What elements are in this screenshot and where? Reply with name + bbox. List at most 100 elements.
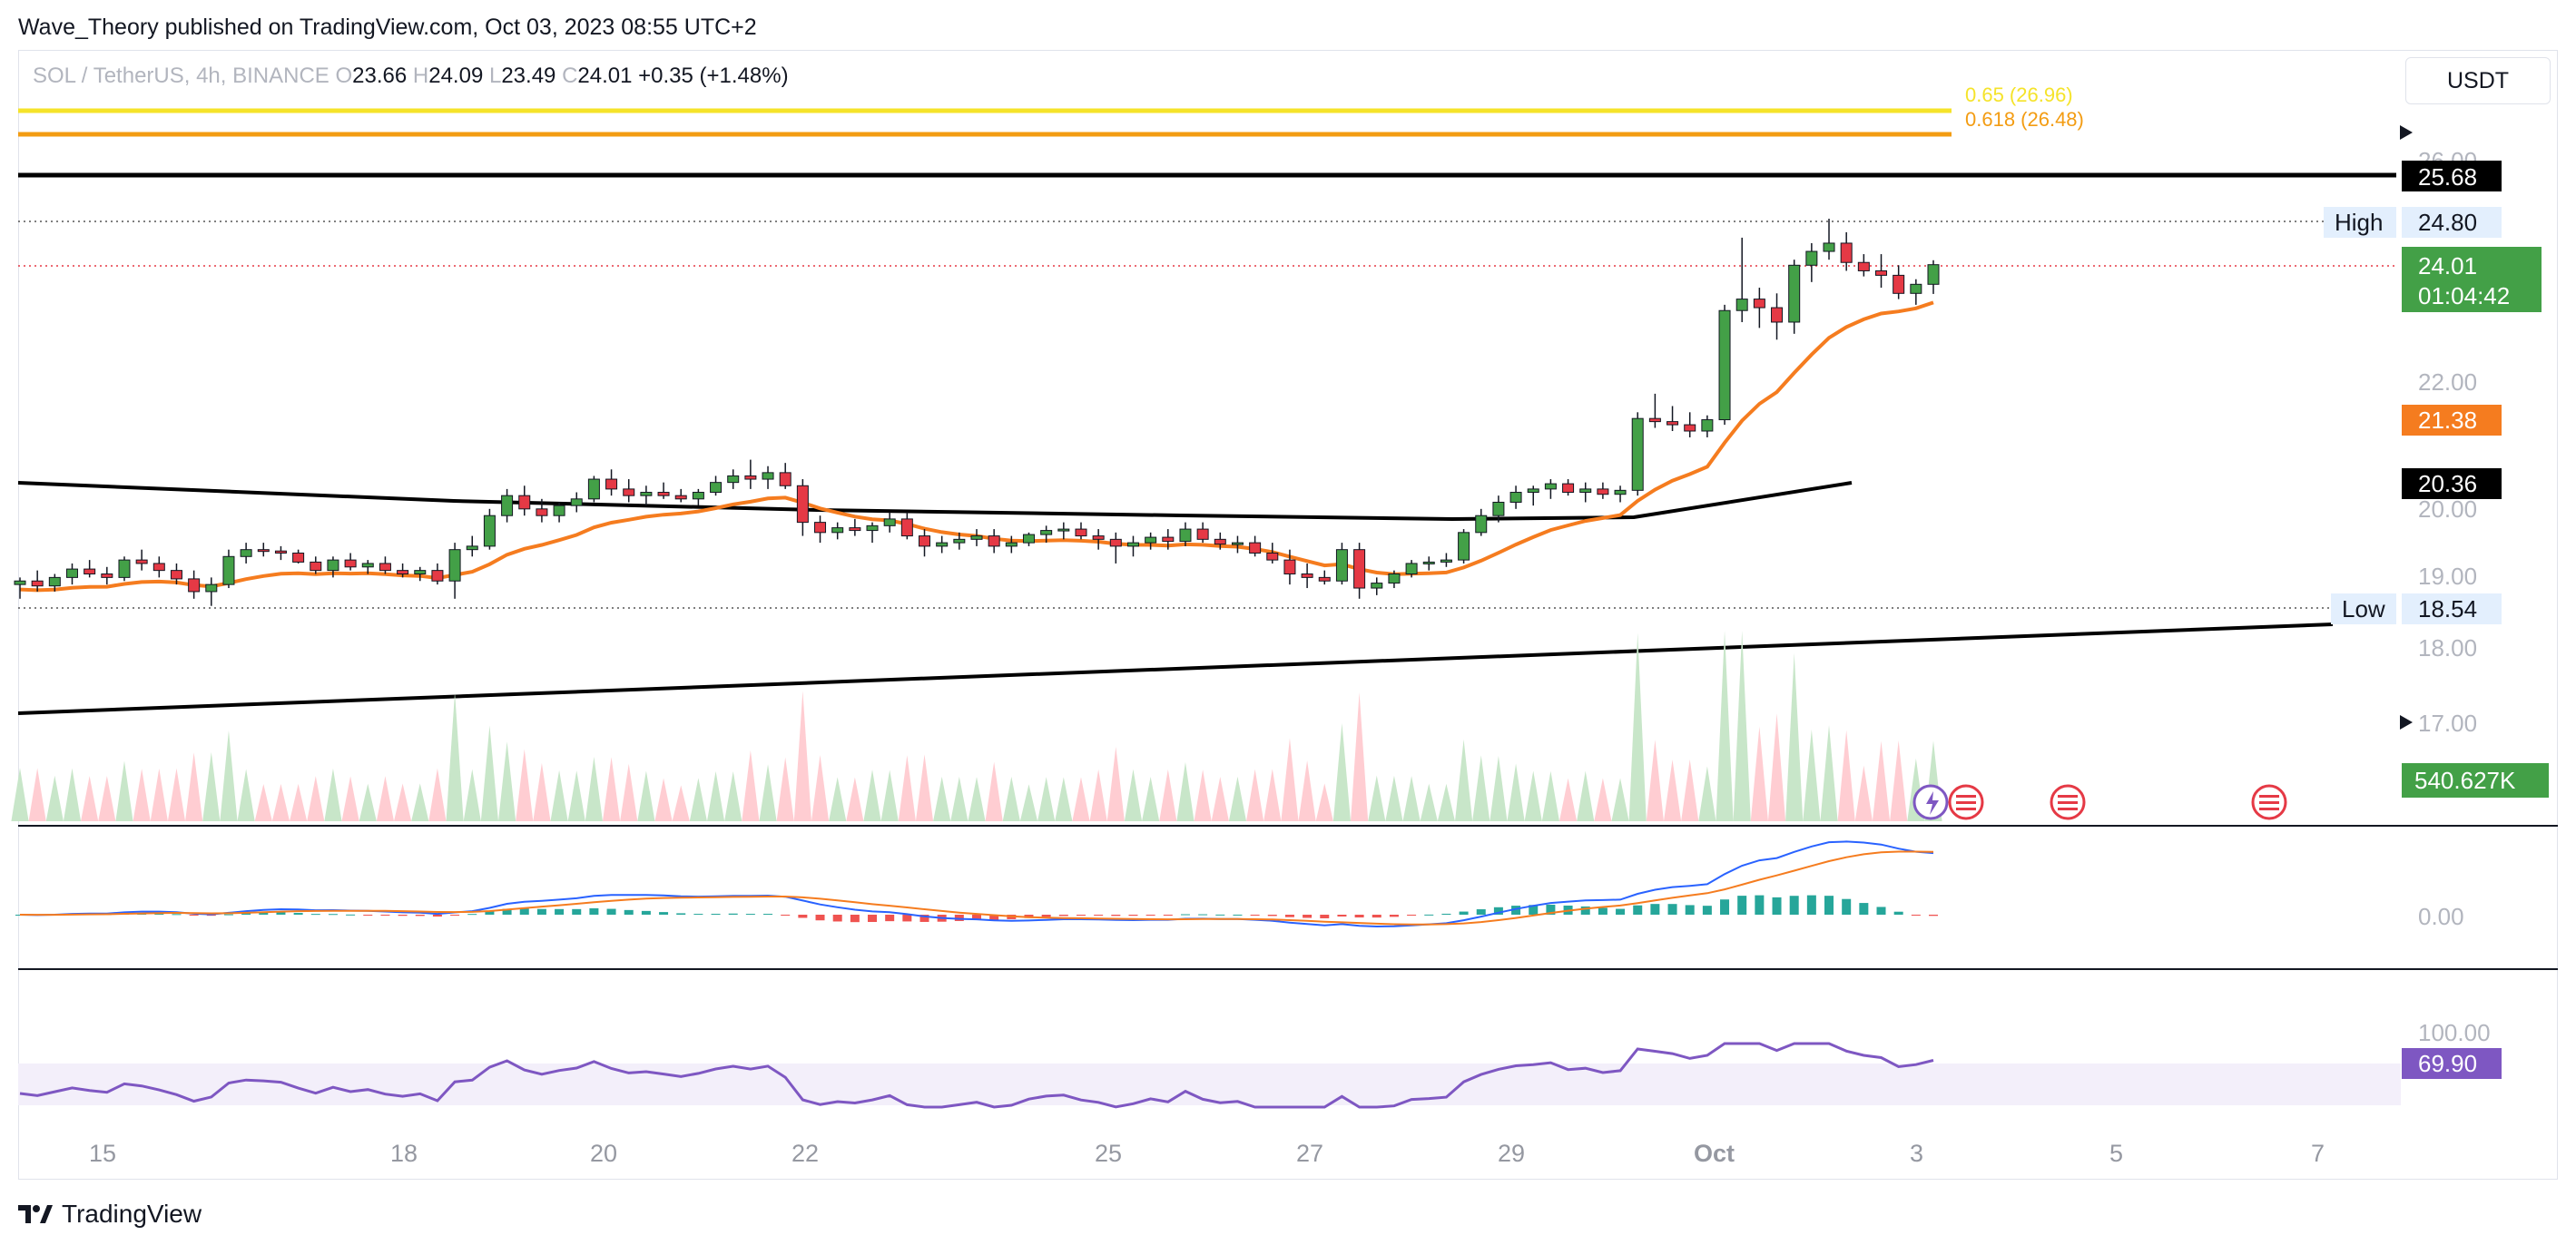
candle-up[interactable] — [1631, 417, 1644, 491]
candle-down[interactable] — [623, 488, 635, 496]
candle-up[interactable] — [1544, 483, 1557, 490]
candle-down[interactable] — [779, 472, 791, 486]
candle-down[interactable] — [1249, 542, 1262, 554]
candle-up[interactable] — [570, 498, 583, 506]
candle-up[interactable] — [762, 472, 774, 480]
candle-up[interactable] — [970, 535, 983, 540]
candle-up[interactable] — [501, 495, 514, 516]
candle-down[interactable] — [919, 535, 931, 547]
candle-up[interactable] — [361, 563, 374, 568]
candle-down[interactable] — [605, 478, 618, 490]
ema50-line[interactable] — [19, 300, 1934, 593]
scroll-right-icon[interactable] — [2400, 715, 2413, 730]
candle-up[interactable] — [953, 538, 966, 544]
us-flag-event-icon[interactable] — [2251, 784, 2287, 820]
candle-up[interactable] — [1823, 242, 1835, 252]
candle-up[interactable] — [1927, 264, 1940, 285]
currency-selector[interactable]: USDT — [2405, 57, 2551, 104]
candle-down[interactable] — [344, 559, 357, 568]
candle-down[interactable] — [274, 550, 287, 554]
candle-down[interactable] — [849, 527, 861, 532]
candle-up[interactable] — [831, 527, 844, 534]
candle-down[interactable] — [1318, 576, 1331, 582]
candle-down[interactable] — [1075, 528, 1087, 537]
candle-up[interactable] — [466, 545, 478, 551]
candle-up[interactable] — [883, 518, 896, 526]
candle-down[interactable] — [1266, 552, 1279, 561]
candle-up[interactable] — [327, 559, 339, 572]
candle-up[interactable] — [1614, 489, 1627, 495]
candle-up[interactable] — [414, 570, 427, 574]
candle-down[interactable] — [1301, 573, 1313, 578]
candle-down[interactable] — [744, 475, 757, 480]
candle-up[interactable] — [1910, 283, 1922, 294]
ema200-line[interactable] — [17, 481, 1853, 522]
candle-up[interactable] — [1371, 583, 1383, 589]
candle-down[interactable] — [1667, 421, 1679, 426]
candle-up[interactable] — [1126, 542, 1139, 547]
candle-up[interactable] — [65, 568, 78, 578]
candle-up[interactable] — [1509, 492, 1522, 503]
candle-up[interactable] — [1145, 536, 1157, 544]
candle-down[interactable] — [310, 561, 322, 572]
candle-down[interactable] — [188, 578, 201, 593]
candle-up[interactable] — [1422, 561, 1435, 564]
candle-up[interactable] — [553, 505, 565, 516]
price-axis[interactable]: 26.00 22.00 20.00 19.00 18.00 17.00 0.00… — [2418, 147, 2491, 1046]
candle-down[interactable] — [657, 492, 670, 496]
candle-up[interactable] — [1040, 530, 1053, 535]
time-axis[interactable]: 15 18 20 22 25 27 29 Oct 3 5 7 — [89, 1140, 2325, 1167]
candle-up[interactable] — [936, 542, 949, 547]
candle-up[interactable] — [205, 583, 218, 593]
us-flag-event-icon[interactable] — [2050, 784, 2086, 820]
candle-up[interactable] — [448, 549, 461, 582]
candle-up[interactable] — [587, 478, 600, 500]
candle-down[interactable] — [1840, 242, 1853, 263]
candle-down[interactable] — [397, 570, 409, 574]
candle-up[interactable] — [1405, 563, 1418, 574]
candle-up[interactable] — [1005, 542, 1018, 547]
candle-down[interactable] — [1109, 538, 1122, 547]
candle-down[interactable] — [379, 563, 391, 572]
candle-up[interactable] — [640, 492, 653, 496]
candle-down[interactable] — [1857, 261, 1870, 271]
candle-up[interactable] — [1788, 264, 1801, 323]
candle-down[interactable] — [170, 570, 182, 580]
candle-down[interactable] — [900, 518, 913, 537]
candle-down[interactable] — [1648, 417, 1661, 423]
candle-down[interactable] — [518, 495, 531, 510]
candle-down[interactable] — [674, 495, 687, 500]
candle-up[interactable] — [222, 555, 235, 585]
candle-down[interactable] — [101, 573, 113, 578]
candle-down[interactable] — [1684, 424, 1696, 432]
candle-up[interactable] — [1701, 419, 1714, 432]
candle-down[interactable] — [1597, 488, 1609, 495]
candle-down[interactable] — [1353, 549, 1366, 589]
candle-up[interactable] — [1718, 309, 1731, 421]
candle-down[interactable] — [1214, 538, 1226, 545]
candle-down[interactable] — [1092, 535, 1105, 540]
candle-up[interactable] — [1805, 250, 1818, 266]
candle-up[interactable] — [118, 559, 131, 578]
scroll-right-icon[interactable] — [2400, 125, 2413, 140]
candle-up[interactable] — [14, 580, 26, 585]
candle-up[interactable] — [1057, 528, 1070, 532]
candle-down[interactable] — [431, 570, 444, 582]
candle-up[interactable] — [1458, 532, 1470, 561]
candle-up[interactable] — [1022, 534, 1035, 544]
candle-down[interactable] — [84, 568, 96, 574]
candle-up[interactable] — [866, 524, 879, 532]
candle-up[interactable] — [1492, 501, 1505, 516]
us-flag-event-icon[interactable] — [1948, 784, 1984, 820]
candle-up[interactable] — [1735, 299, 1748, 311]
candle-down[interactable] — [31, 580, 44, 587]
candle-down[interactable] — [1753, 299, 1765, 309]
legend-symbol[interactable]: SOL / TetherUS, 4h, BINANCE — [33, 64, 329, 88]
candle-down[interactable] — [1562, 483, 1575, 494]
candle-down[interactable] — [814, 522, 827, 534]
candle-down[interactable] — [988, 535, 1000, 547]
candle-up[interactable] — [1475, 515, 1488, 534]
candle-up[interactable] — [1335, 549, 1348, 582]
candle-down[interactable] — [257, 549, 270, 553]
